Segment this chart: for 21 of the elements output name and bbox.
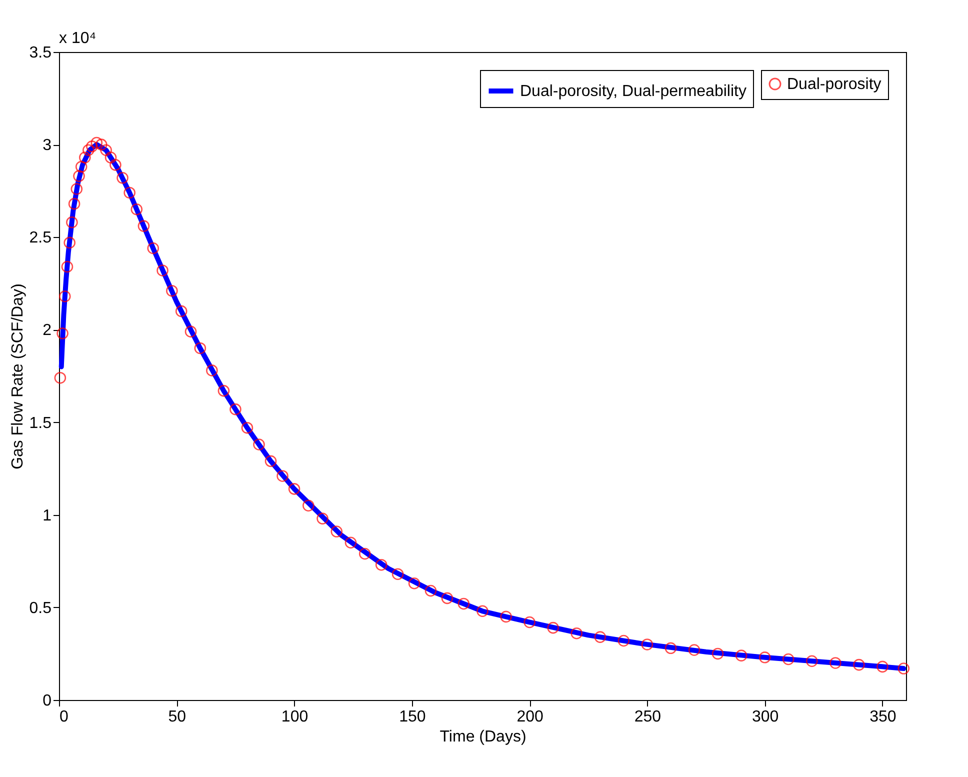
x-tick-label: 150	[399, 708, 426, 726]
x-tick-label: 250	[634, 708, 662, 726]
legend-label: Dual-porosity	[787, 76, 882, 93]
y-tick-label: 0.5	[29, 600, 52, 617]
y-tick-label: 2.5	[29, 230, 52, 247]
y-tick-label: 3	[42, 137, 52, 154]
y-tick-label: 0	[42, 692, 52, 710]
x-tick-label: 300	[752, 708, 779, 726]
x-tick-label: 350	[870, 708, 896, 726]
x-tick-label: 50	[168, 708, 186, 726]
x-tick-label: 100	[281, 708, 308, 726]
y-tick-label: 1	[42, 507, 52, 524]
text: x 10⁴	[59, 30, 96, 47]
x-tick-label: 200	[516, 708, 544, 726]
x-tick-label: 0	[60, 708, 68, 726]
y-tick-label: 2	[42, 322, 52, 340]
x-axis-title: Time (Days)	[440, 728, 526, 746]
legend-label: Dual-porosity, Dual-permeability	[520, 83, 746, 100]
y-tick-label: 1.5	[29, 414, 52, 432]
y-tick-label: 3.5	[29, 44, 52, 62]
y-axis-title: Gas Flow Rate (SCF/Day)	[9, 284, 26, 470]
